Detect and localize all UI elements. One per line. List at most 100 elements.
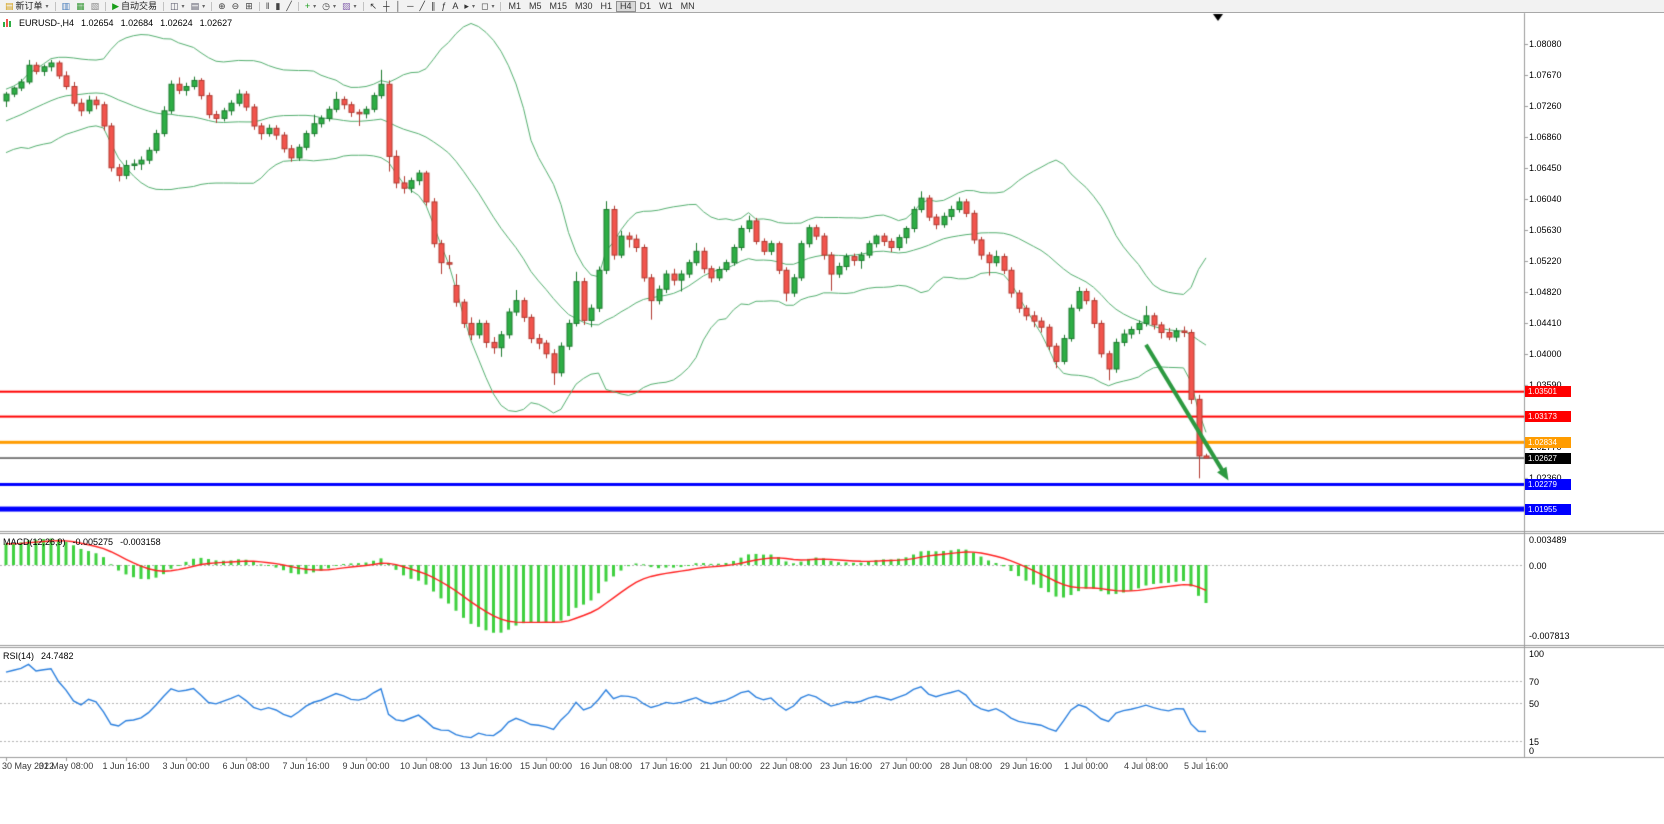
timeframe-m5-button[interactable]: M5 — [528, 0, 542, 11]
timeframe-m30-button[interactable]: M30 — [575, 0, 593, 11]
profiles-icon: ▤ — [190, 1, 200, 11]
channel-button[interactable]: ∥ — [428, 0, 439, 12]
price-axis-label: 1.06040 — [1529, 193, 1562, 204]
time-axis-label: 10 Jun 08:00 — [399, 761, 453, 771]
toolbar: ▤ 新订单 ▾ ▥ ▦ ▧ ▶ 自动交易 ◫ ▾ ▤ ▾ ⊕ ⊖ ⊞ ‖ ▮ ╱ + ▾ ◷ ▾ ▨ ▾ ↖ ┼ │ ─ ╱ ∥ ƒ A ▸ ▾ ◻… — [0, 0, 1664, 13]
caret-down-icon: ▾ — [491, 3, 495, 10]
zoom-in-button[interactable]: ⊕ — [215, 0, 229, 12]
caret-down-icon: ▾ — [202, 3, 206, 10]
time-axis-label: 27 Jun 00:00 — [879, 761, 933, 771]
rsi-axis-label: 100 — [1529, 649, 1545, 659]
toolbar-separator — [54, 1, 56, 11]
indicators-button[interactable]: + ▾ — [302, 0, 319, 12]
time-axis-label: 5 Jul 16:00 — [1183, 761, 1229, 771]
time-axis-label: 4 Jul 08:00 — [1123, 761, 1169, 771]
tile-windows-button[interactable]: ⊞ — [242, 0, 256, 12]
price-axis-label: 1.04410 — [1529, 317, 1562, 328]
rsi-axis-label: 50 — [1529, 698, 1540, 709]
macd-title: MACD(12,26,9) — [3, 537, 66, 547]
blue-hline-badge-2: 1.01955 — [1525, 503, 1571, 515]
market-watch-button[interactable]: ▦ — [73, 0, 88, 12]
timeframe-m1-button[interactable]: M1 — [508, 0, 521, 11]
red-hline-badge-2: 1.03173 — [1525, 411, 1571, 423]
time-axis-label: 15 Jun 00:00 — [519, 761, 573, 771]
text-button[interactable]: A — [449, 0, 461, 12]
rsi-value: 24.7482 — [41, 651, 74, 661]
caret-down-icon: ▾ — [313, 3, 317, 10]
toolbar-separator — [163, 1, 165, 11]
line-chart-button[interactable]: ╱ — [283, 0, 294, 12]
macd-main-value: -0.005275 — [72, 537, 114, 547]
time-axis-label: 29 Jun 16:00 — [999, 761, 1053, 771]
trendline-button[interactable]: ╱ — [416, 0, 427, 12]
time-axis-label: 6 Jun 08:00 — [222, 761, 270, 771]
arrows-button[interactable]: ▸ ▾ — [461, 0, 478, 12]
toolbar-separator — [297, 1, 299, 11]
horizontal-line-icon: ─ — [407, 1, 414, 11]
time-axis-label: 28 Jun 08:00 — [939, 761, 993, 771]
navigator-icon: ▧ — [90, 1, 100, 11]
ohlc-open-value: 1.02654 — [81, 18, 114, 28]
cursor-button[interactable]: ↖ — [367, 0, 381, 12]
navigator-button[interactable]: ▧ — [88, 0, 103, 12]
chart-ohlc-title: EURUSD-,H4 1.02654 1.02684 1.02624 1.026… — [3, 18, 232, 28]
ohlc-high-value: 1.02684 — [120, 18, 154, 28]
shapes-button[interactable]: ◻ ▾ — [478, 0, 498, 12]
line-chart-icon: ╱ — [286, 1, 292, 11]
time-axis-label: 31 May 08:00 — [38, 761, 94, 771]
timeframe-w1-button[interactable]: W1 — [659, 0, 673, 11]
rsi-axis-label: 15 — [1529, 736, 1540, 747]
time-axis-label: 1 Jul 00:00 — [1063, 761, 1109, 771]
timeframe-mn-button[interactable]: MN — [680, 0, 695, 11]
channel-icon: ∥ — [430, 1, 436, 11]
crosshair-button[interactable]: ┼ — [380, 0, 392, 12]
new-order-button[interactable]: ▤ 新订单 ▾ — [2, 0, 52, 12]
charts-icon: ▥ — [61, 1, 71, 11]
toolbar-separator — [500, 1, 502, 11]
price-axis-label: 1.04820 — [1529, 286, 1562, 297]
shapes-icon: ◻ — [480, 1, 489, 11]
autotrade-button[interactable]: ▶ 自动交易 — [109, 0, 160, 12]
caret-down-icon: ▾ — [332, 3, 336, 10]
toolbar-separator — [258, 1, 260, 11]
indicators-icon: + — [304, 1, 311, 11]
price-axis-label: 1.05220 — [1529, 256, 1562, 267]
timeframe-d1-button[interactable]: D1 — [639, 0, 652, 11]
market-watch-icon: ▦ — [76, 1, 85, 11]
blue-hline-badge-1: 1.02279 — [1525, 478, 1571, 490]
tile-windows-icon: ⊞ — [245, 1, 253, 11]
charts-button[interactable]: ▥ — [59, 0, 74, 12]
timeframe-m15-button[interactable]: M15 — [549, 0, 568, 11]
rsi-indicator-label: RSI(14) 24.7482 — [3, 651, 74, 661]
new-order-button-label: 新订单 — [15, 1, 43, 11]
fibonacci-button[interactable]: ƒ — [438, 0, 449, 12]
timeframe-h4-button[interactable]: H4 — [616, 0, 636, 12]
macd-signal-value: -0.003158 — [120, 537, 161, 547]
price-axis-label: 1.05630 — [1529, 225, 1562, 236]
vertical-line-button[interactable]: │ — [392, 0, 404, 12]
time-axis-label: 16 Jun 08:00 — [579, 761, 633, 771]
periods-button[interactable]: ◷ ▾ — [319, 0, 339, 12]
price-axis-label: 1.07260 — [1529, 101, 1562, 112]
arrows-icon: ▸ — [464, 1, 469, 11]
fibonacci-icon: ƒ — [441, 1, 447, 11]
caret-down-icon: ▾ — [45, 3, 49, 10]
candlestick-chart-icon: ▮ — [275, 1, 281, 11]
macd-axis-label: -0.007813 — [1529, 631, 1570, 642]
time-axis-label: 1 Jun 16:00 — [102, 761, 150, 771]
zoom-out-button[interactable]: ⊖ — [229, 0, 243, 12]
timeframe-h1-button[interactable]: H1 — [600, 0, 613, 11]
profiles-button[interactable]: ▤ ▾ — [188, 0, 209, 12]
time-axis-label: 23 Jun 16:00 — [819, 761, 873, 771]
macd-axis-label: 0.00 — [1529, 561, 1547, 571]
templates-button[interactable]: ▨ ▾ — [339, 0, 360, 12]
horizontal-line-button[interactable]: ─ — [404, 0, 416, 12]
caret-down-icon: ▾ — [471, 3, 475, 10]
candlestick-chart-button[interactable]: ▮ — [272, 0, 283, 12]
bar-chart-button[interactable]: ‖ — [263, 0, 273, 12]
new-chart-button[interactable]: ◫ ▾ — [167, 0, 188, 12]
price-axis-label: 1.07670 — [1529, 70, 1562, 81]
time-axis-label: 21 Jun 00:00 — [699, 761, 753, 771]
